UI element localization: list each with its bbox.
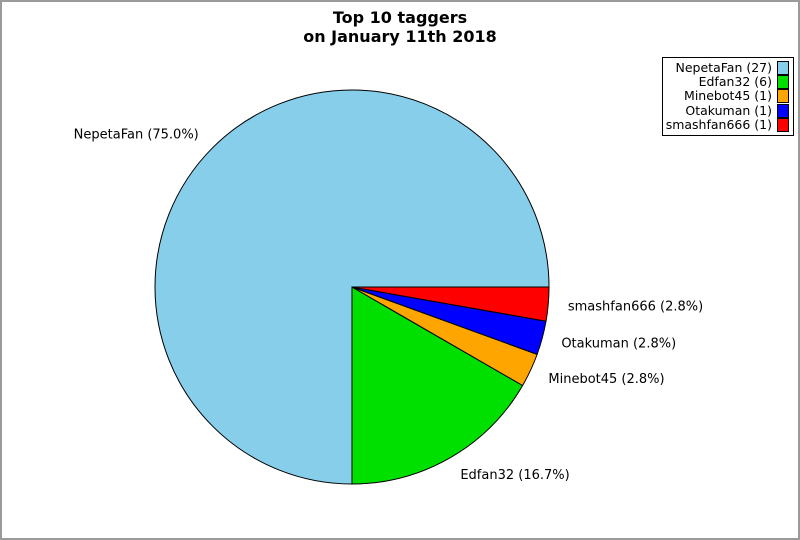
legend-swatch (777, 103, 789, 118)
pie-slice-NepetaFan (154, 89, 550, 485)
legend-item-smashfan666: smashfan666 (1) (665, 116, 789, 132)
legend-item-NepetaFan: NepetaFan (27) (667, 60, 789, 76)
legend-item-Minebot45: Minebot45 (1) (667, 88, 789, 104)
legend-swatch (777, 89, 789, 104)
chart-title-line2: on January 11th 2018 (303, 27, 497, 46)
legend-item-Otakuman: Otakuman (1) (667, 102, 789, 118)
legend-swatch (777, 75, 789, 90)
legend-swatch (777, 117, 789, 132)
chart-title: Top 10 taggers on January 11th 2018 (2, 8, 798, 46)
slice-label-Otakuman: Otakuman (2.8%) (561, 337, 676, 352)
legend-label: Edfan32 (6) (698, 74, 772, 90)
legend-label: smashfan666 (1) (665, 116, 772, 132)
legend-label: Minebot45 (1) (684, 88, 772, 104)
legend: NepetaFan (27) Edfan32 (6) Minebot45 (1) Ot… (662, 57, 794, 136)
slice-label-Edfan32: Edfan32 (16.7%) (460, 468, 569, 483)
legend-item-Edfan32: Edfan32 (6) (667, 74, 789, 90)
slice-label-Minebot45: Minebot45 (2.8%) (548, 372, 664, 387)
pie-slice-smashfan666 (351, 286, 550, 322)
slice-label-NepetaFan: NepetaFan (75.0%) (74, 127, 199, 142)
legend-label: NepetaFan (27) (675, 60, 772, 76)
chart-title-line1: Top 10 taggers (332, 8, 468, 27)
pie-slice-Edfan32 (351, 286, 524, 485)
legend-rows: NepetaFan (27) Edfan32 (6) Minebot45 (1) Ot… (665, 60, 789, 132)
legend-label: Otakuman (1) (685, 102, 772, 118)
legend-swatch (777, 61, 789, 76)
slice-label-smashfan666: smashfan666 (2.8%) (568, 299, 703, 314)
